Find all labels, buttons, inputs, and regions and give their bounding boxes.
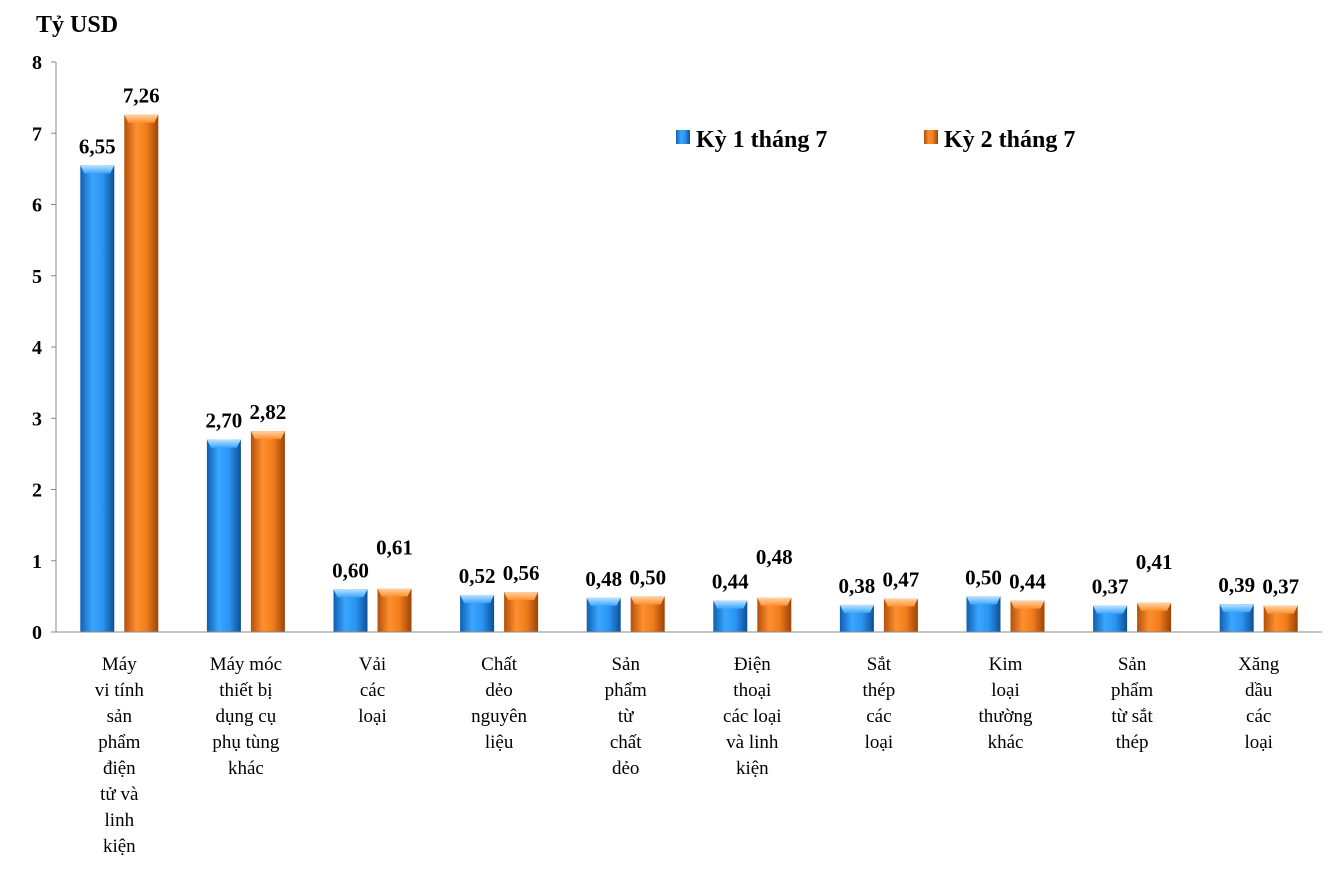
bar-bevel bbox=[80, 165, 115, 174]
data-label: 0,47 bbox=[883, 568, 920, 592]
bar-bevel bbox=[757, 597, 792, 606]
legend-label: Kỳ 1 tháng 7 bbox=[696, 127, 827, 153]
x-tick-label: Sản phẩm từ sắt thép bbox=[1110, 654, 1154, 753]
data-label: 0,56 bbox=[503, 561, 540, 585]
data-label: 0,44 bbox=[712, 570, 749, 594]
y-tick-label: 3 bbox=[32, 408, 42, 430]
bar-bevel bbox=[586, 597, 621, 606]
bar-ky1-2 bbox=[333, 589, 368, 632]
bar-ky2-2 bbox=[377, 588, 412, 632]
legend-swatch bbox=[924, 130, 938, 144]
bar-bevel bbox=[1093, 605, 1128, 614]
bar-body bbox=[124, 114, 159, 633]
bar-bevel bbox=[377, 588, 412, 597]
legend-swatch bbox=[676, 130, 690, 144]
y-tick-label: 1 bbox=[32, 551, 42, 573]
bar-bevel bbox=[1263, 605, 1298, 614]
bar-ky2-4 bbox=[630, 596, 665, 632]
bar-bevel bbox=[713, 600, 748, 609]
bar-ky1-5 bbox=[713, 600, 748, 632]
data-label: 0,44 bbox=[1009, 570, 1046, 594]
legend-label: Kỳ 2 tháng 7 bbox=[944, 127, 1075, 153]
x-tick-label: Máy vi tính sản phẩm điện tử và linh kiệ… bbox=[94, 654, 144, 857]
bar-bevel bbox=[883, 598, 918, 607]
bar-ky2-5 bbox=[757, 597, 792, 632]
y-tick-label: 8 bbox=[32, 52, 42, 74]
bar-ky2-9 bbox=[1263, 605, 1298, 632]
bar-ky2-3 bbox=[504, 592, 539, 632]
bar-marks bbox=[80, 114, 1298, 633]
bar-body bbox=[250, 431, 285, 632]
bar-bevel bbox=[250, 431, 285, 440]
data-label: 6,55 bbox=[79, 134, 116, 158]
bar-ky2-0 bbox=[124, 114, 159, 633]
x-tick-label: Xăng dầu các loại bbox=[1238, 654, 1280, 753]
bar-ky1-4 bbox=[586, 597, 621, 632]
data-label: 0,48 bbox=[585, 567, 622, 591]
legend: Kỳ 1 tháng 7 Kỳ 2 tháng 7 bbox=[676, 127, 1075, 153]
bar-body bbox=[80, 165, 115, 632]
data-label: 0,41 bbox=[1136, 550, 1173, 574]
bar-body bbox=[206, 439, 241, 632]
data-label: 0,38 bbox=[839, 574, 876, 598]
bar-ky1-9 bbox=[1219, 604, 1254, 632]
data-label: 0,37 bbox=[1262, 575, 1299, 599]
bar-bevel bbox=[966, 596, 1001, 605]
data-label: 0,50 bbox=[629, 565, 666, 589]
bar-bevel bbox=[124, 114, 159, 123]
bar-bevel bbox=[1010, 600, 1045, 609]
bar-ky2-7 bbox=[1010, 600, 1045, 632]
data-label: 0,37 bbox=[1092, 575, 1129, 599]
y-tick-label: 4 bbox=[32, 337, 42, 359]
bar-ky2-6 bbox=[883, 598, 918, 632]
data-label: 0,61 bbox=[376, 536, 413, 560]
y-tick-label: 0 bbox=[32, 622, 42, 644]
data-label: 2,70 bbox=[206, 409, 243, 433]
y-axis-title: Tỷ USD bbox=[36, 12, 118, 38]
bar-ky1-6 bbox=[839, 604, 874, 632]
x-tick-label: Vải các loại bbox=[358, 654, 387, 727]
x-tick-label: Sản phẩm từ chất dẻo bbox=[604, 654, 647, 779]
x-tick-label: Kim loại thường khác bbox=[978, 654, 1033, 753]
y-tick-label: 6 bbox=[32, 195, 42, 217]
data-label: 7,26 bbox=[123, 84, 160, 108]
bar-ky1-0 bbox=[80, 165, 115, 632]
x-tick-label: Máy móc thiết bị dụng cụ phụ tùng khác bbox=[209, 654, 283, 779]
data-label: 0,50 bbox=[965, 565, 1002, 589]
y-tick-label: 2 bbox=[32, 480, 42, 502]
bar-bevel bbox=[333, 589, 368, 598]
data-label: 0,39 bbox=[1218, 573, 1255, 597]
data-label: 0,60 bbox=[332, 558, 369, 582]
bar-bevel bbox=[839, 604, 874, 613]
bar-bevel bbox=[504, 592, 539, 601]
bar-bevel bbox=[206, 439, 241, 448]
data-label: 0,52 bbox=[459, 564, 496, 588]
bar-ky1-7 bbox=[966, 596, 1001, 632]
x-tick-label: Chất dẻo nguyên liệu bbox=[471, 654, 528, 753]
bar-ky2-8 bbox=[1137, 602, 1172, 632]
bar-bevel bbox=[630, 596, 665, 605]
bar-ky1-3 bbox=[460, 594, 495, 632]
bar-ky1-8 bbox=[1093, 605, 1128, 632]
bar-bevel bbox=[460, 594, 495, 603]
y-tick-label: 7 bbox=[32, 123, 42, 145]
x-tick-label: Sắt thép các loại bbox=[862, 654, 896, 753]
data-label: 0,48 bbox=[756, 545, 793, 569]
data-labels: 6,55 7,26 2,70 2,82 0,60 0,61 0,52 0,56 0,48 0,50… bbox=[79, 84, 1299, 599]
y-tick-label: 5 bbox=[32, 266, 42, 288]
bar-ky2-1 bbox=[250, 431, 285, 632]
x-tick-label: Điện thoại các loại và linh kiện bbox=[723, 654, 782, 779]
data-label: 2,82 bbox=[250, 400, 287, 424]
bar-bevel bbox=[1219, 604, 1254, 613]
y-axis-ticks: 0 1 2 3 4 5 6 7 8 bbox=[32, 52, 56, 644]
bar-ky1-1 bbox=[206, 439, 241, 632]
bar-bevel bbox=[1137, 602, 1172, 611]
